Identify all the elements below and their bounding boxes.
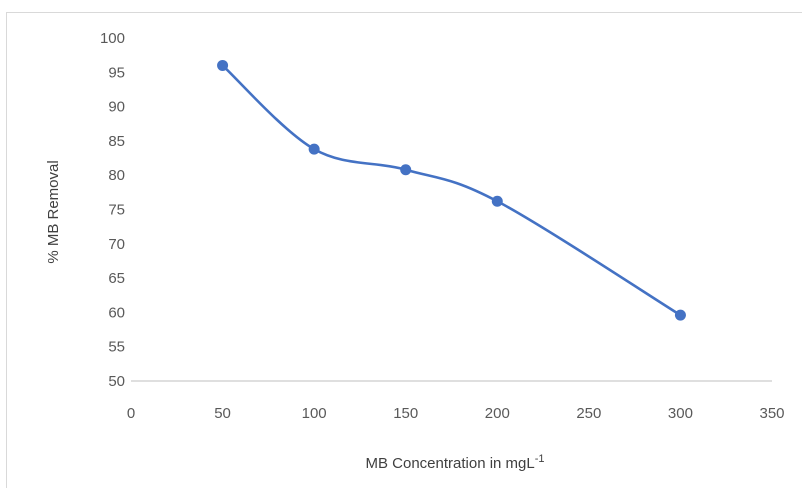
data-points: [217, 59, 686, 321]
y-tick-label: 50: [108, 373, 125, 390]
x-tick-labels: 0 50 100 150 200 250 300 350: [127, 405, 785, 422]
data-point: [217, 59, 229, 71]
y-tick-label: 95: [108, 64, 125, 81]
x-tick-label: 300: [668, 405, 693, 422]
x-tick-label: 150: [393, 405, 418, 422]
x-tick-label: 200: [485, 405, 510, 422]
data-point: [674, 309, 686, 321]
x-tick-label: 0: [127, 405, 135, 422]
y-tick-label: 85: [108, 133, 125, 150]
y-axis-title: % MB Removal: [45, 160, 62, 263]
data-point: [308, 143, 320, 155]
y-tick-label: 75: [108, 202, 125, 219]
y-tick-labels: 50 55 60 65 70 75 80 85 90 95 100: [100, 30, 125, 390]
chart-frame: [6, 12, 802, 488]
data-point: [491, 195, 503, 207]
x-axis-title: MB Concentration in mgL-1: [365, 453, 544, 472]
y-tick-label: 70: [108, 236, 125, 253]
x-tick-label: 250: [576, 405, 601, 422]
y-tick-label: 100: [100, 30, 125, 47]
x-axis-title-text: MB Concentration in mgL: [365, 455, 534, 472]
series-line: [221, 64, 682, 317]
x-tick-label: 50: [214, 405, 231, 422]
x-tick-label: 100: [302, 405, 327, 422]
y-tick-label: 60: [108, 304, 125, 321]
data-point: [400, 164, 412, 176]
x-tick-label: 350: [759, 405, 784, 422]
y-tick-label: 90: [108, 99, 125, 116]
x-axis-title-superscript: -1: [535, 453, 545, 465]
y-tick-label: 80: [108, 167, 125, 184]
y-tick-label: 65: [108, 270, 125, 287]
y-tick-label: 55: [108, 339, 125, 356]
